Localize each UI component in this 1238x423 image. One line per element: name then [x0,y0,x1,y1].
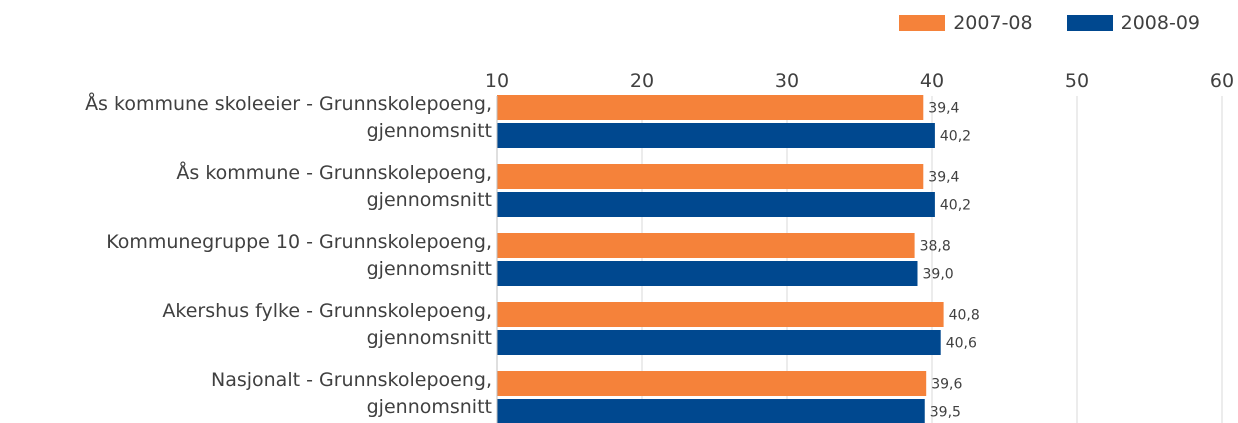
bar-3-series-1 [497,233,915,258]
data-label-2-series-1: 39,4 [928,170,959,186]
category-label-5-line-2: gjennomsnitt [366,396,492,418]
category-label-2-line-1: Ås kommune - Grunnskolepoeng, [176,162,492,184]
x-tick-label-30: 30 [775,70,799,92]
category-label-1: Ås kommune skoleeier - Grunnskolepoeng, … [0,91,492,145]
legend-label-series-2: 2008-09 [1120,12,1200,34]
bar-1-series-2 [497,123,935,148]
x-tick-label-50: 50 [1065,70,1089,92]
x-tick-label-60: 60 [1210,70,1234,92]
data-label-1-series-2: 40,2 [940,129,971,145]
bar-4-series-2 [497,330,941,355]
category-label-4-line-1: Akershus fylke - Grunnskolepoeng, [162,300,492,322]
bar-2-series-2 [497,192,935,217]
x-tick-label-10: 10 [485,70,509,92]
legend-item-series-1: 2007-08 [899,12,1033,34]
category-label-1-line-1: Ås kommune skoleeier - Grunnskolepoeng, [85,93,492,115]
data-label-1-series-1: 39,4 [928,101,959,117]
category-label-1-line-2: gjennomsnitt [366,120,492,142]
data-label-4-series-1: 40,8 [949,308,980,324]
category-label-5: Nasjonalt - Grunnskolepoeng, gjennomsnit… [0,367,492,421]
bar-5-series-1 [497,371,927,396]
category-label-5-line-1: Nasjonalt - Grunnskolepoeng, [210,369,492,391]
category-label-4: Akershus fylke - Grunnskolepoeng, gjenno… [0,298,492,352]
data-label-5-series-1: 39,6 [931,377,962,393]
category-label-3: Kommunegruppe 10 - Grunnskolepoeng, gjen… [0,229,492,283]
data-label-4-series-2: 40,6 [946,336,977,352]
bar-4-series-1 [497,302,944,327]
x-tick-label-40: 40 [920,70,944,92]
data-label-3-series-2: 39,0 [923,267,954,283]
category-label-2-line-2: gjennomsnitt [366,189,492,211]
bar-2-series-1 [497,164,924,189]
category-label-2: Ås kommune - Grunnskolepoeng, gjennomsni… [0,160,492,214]
bar-5-series-2 [497,399,925,423]
category-label-4-line-2: gjennomsnitt [366,327,492,349]
bar-1-series-1 [497,95,924,120]
legend-label-series-1: 2007-08 [953,12,1033,34]
legend-item-series-2: 2008-09 [1066,12,1200,34]
category-label-3-line-1: Kommunegruppe 10 - Grunnskolepoeng, [106,231,492,253]
x-tick-label-20: 20 [630,70,654,92]
data-label-2-series-2: 40,2 [940,198,971,214]
data-label-5-series-2: 39,5 [930,405,961,421]
bar-3-series-2 [497,261,918,286]
legend-swatch-series-2 [1066,15,1113,31]
category-label-3-line-2: gjennomsnitt [366,258,492,280]
legend: 2007-08 2008-09 [899,12,1200,34]
legend-swatch-series-1 [899,15,946,31]
data-label-3-series-1: 38,8 [920,239,951,255]
